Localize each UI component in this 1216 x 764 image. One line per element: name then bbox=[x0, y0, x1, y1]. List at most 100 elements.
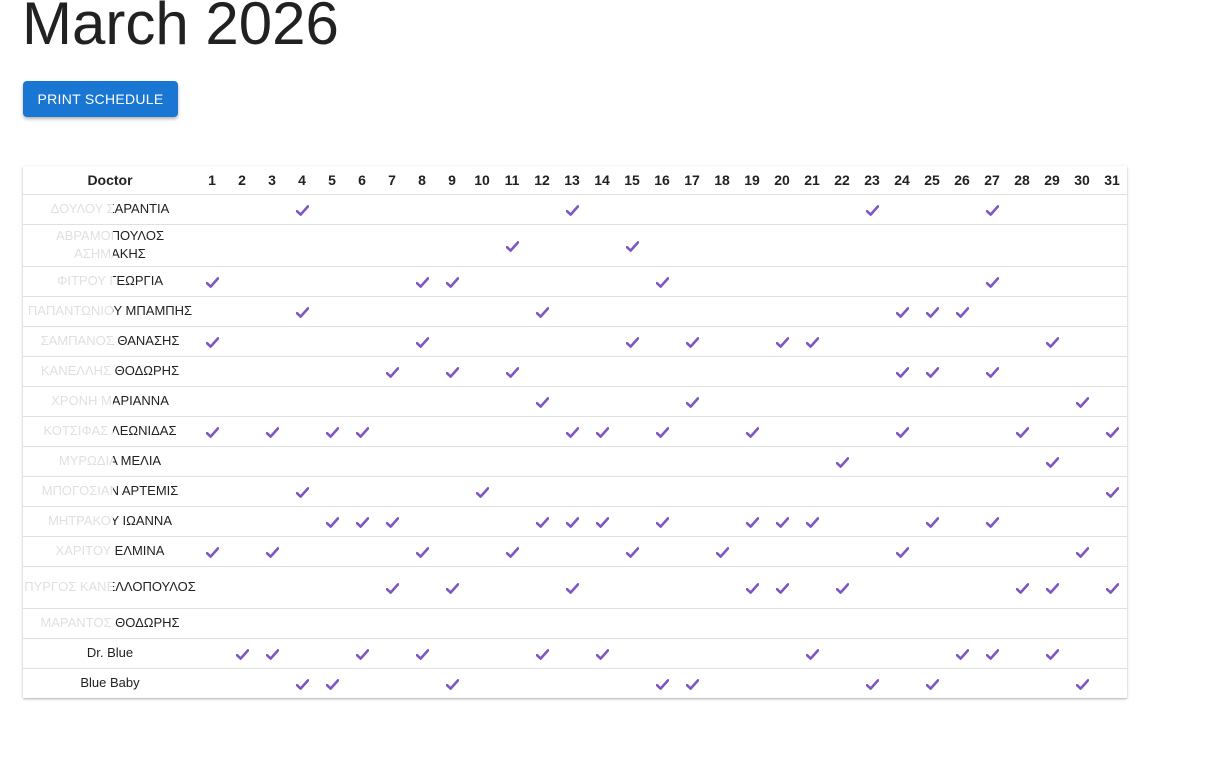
day-cell[interactable] bbox=[527, 416, 557, 446]
day-cell[interactable] bbox=[287, 566, 317, 608]
day-cell[interactable] bbox=[887, 506, 917, 536]
day-cell[interactable] bbox=[827, 446, 857, 476]
day-cell[interactable] bbox=[1067, 506, 1097, 536]
day-cell[interactable] bbox=[557, 608, 587, 638]
day-cell[interactable] bbox=[677, 356, 707, 386]
day-cell[interactable] bbox=[827, 386, 857, 416]
day-cell[interactable] bbox=[407, 416, 437, 446]
day-cell[interactable] bbox=[917, 266, 947, 296]
day-cell[interactable] bbox=[467, 296, 497, 326]
day-cell[interactable] bbox=[347, 224, 377, 266]
day-cell[interactable] bbox=[947, 386, 977, 416]
day-cell[interactable] bbox=[797, 668, 827, 698]
day-cell[interactable] bbox=[827, 356, 857, 386]
day-cell[interactable] bbox=[407, 224, 437, 266]
day-cell[interactable] bbox=[1097, 356, 1127, 386]
day-cell[interactable] bbox=[437, 356, 467, 386]
day-cell[interactable] bbox=[1067, 296, 1097, 326]
day-cell[interactable] bbox=[707, 536, 737, 566]
day-cell[interactable] bbox=[917, 668, 947, 698]
day-cell[interactable] bbox=[1007, 194, 1037, 224]
day-cell[interactable] bbox=[587, 536, 617, 566]
day-cell[interactable] bbox=[227, 536, 257, 566]
day-cell[interactable] bbox=[347, 416, 377, 446]
day-cell[interactable] bbox=[407, 638, 437, 668]
day-cell[interactable] bbox=[917, 566, 947, 608]
day-cell[interactable] bbox=[1097, 506, 1127, 536]
day-cell[interactable] bbox=[497, 536, 527, 566]
day-cell[interactable] bbox=[347, 668, 377, 698]
day-cell[interactable] bbox=[1037, 446, 1067, 476]
day-cell[interactable] bbox=[587, 476, 617, 506]
day-cell[interactable] bbox=[1037, 356, 1067, 386]
day-cell[interactable] bbox=[557, 476, 587, 506]
day-cell[interactable] bbox=[467, 506, 497, 536]
day-cell[interactable] bbox=[1097, 296, 1127, 326]
day-cell[interactable] bbox=[467, 386, 497, 416]
day-cell[interactable] bbox=[317, 668, 347, 698]
day-cell[interactable] bbox=[377, 446, 407, 476]
day-cell[interactable] bbox=[377, 296, 407, 326]
day-cell[interactable] bbox=[497, 668, 527, 698]
day-cell[interactable] bbox=[1037, 386, 1067, 416]
day-cell[interactable] bbox=[737, 608, 767, 638]
day-cell[interactable] bbox=[377, 356, 407, 386]
day-cell[interactable] bbox=[197, 506, 227, 536]
day-cell[interactable] bbox=[407, 608, 437, 638]
day-cell[interactable] bbox=[1037, 194, 1067, 224]
day-cell[interactable] bbox=[797, 638, 827, 668]
day-cell[interactable] bbox=[1067, 266, 1097, 296]
day-cell[interactable] bbox=[1037, 638, 1067, 668]
day-cell[interactable] bbox=[467, 638, 497, 668]
day-cell[interactable] bbox=[497, 296, 527, 326]
day-cell[interactable] bbox=[857, 224, 887, 266]
day-cell[interactable] bbox=[197, 476, 227, 506]
day-cell[interactable] bbox=[527, 296, 557, 326]
day-cell[interactable] bbox=[557, 326, 587, 356]
day-cell[interactable] bbox=[1007, 446, 1037, 476]
day-cell[interactable] bbox=[527, 194, 557, 224]
day-cell[interactable] bbox=[377, 566, 407, 608]
day-cell[interactable] bbox=[857, 608, 887, 638]
day-cell[interactable] bbox=[707, 326, 737, 356]
day-cell[interactable] bbox=[227, 668, 257, 698]
day-cell[interactable] bbox=[707, 266, 737, 296]
day-cell[interactable] bbox=[1067, 194, 1097, 224]
day-cell[interactable] bbox=[917, 224, 947, 266]
day-cell[interactable] bbox=[1097, 446, 1127, 476]
day-cell[interactable] bbox=[227, 266, 257, 296]
day-cell[interactable] bbox=[947, 356, 977, 386]
day-cell[interactable] bbox=[857, 266, 887, 296]
day-cell[interactable] bbox=[1007, 296, 1037, 326]
day-cell[interactable] bbox=[527, 608, 557, 638]
day-cell[interactable] bbox=[677, 506, 707, 536]
day-cell[interactable] bbox=[1037, 326, 1067, 356]
day-cell[interactable] bbox=[197, 266, 227, 296]
day-cell[interactable] bbox=[647, 446, 677, 476]
day-cell[interactable] bbox=[647, 386, 677, 416]
day-cell[interactable] bbox=[197, 296, 227, 326]
day-cell[interactable] bbox=[257, 536, 287, 566]
day-cell[interactable] bbox=[947, 476, 977, 506]
day-cell[interactable] bbox=[737, 356, 767, 386]
day-cell[interactable] bbox=[797, 536, 827, 566]
day-cell[interactable] bbox=[677, 194, 707, 224]
day-cell[interactable] bbox=[647, 266, 677, 296]
day-cell[interactable] bbox=[917, 638, 947, 668]
day-cell[interactable] bbox=[887, 536, 917, 566]
day-cell[interactable] bbox=[857, 356, 887, 386]
day-cell[interactable] bbox=[437, 506, 467, 536]
day-cell[interactable] bbox=[407, 266, 437, 296]
day-cell[interactable] bbox=[587, 356, 617, 386]
day-cell[interactable] bbox=[617, 446, 647, 476]
day-cell[interactable] bbox=[227, 326, 257, 356]
day-cell[interactable] bbox=[527, 446, 557, 476]
day-cell[interactable] bbox=[1097, 476, 1127, 506]
day-cell[interactable] bbox=[347, 536, 377, 566]
day-cell[interactable] bbox=[827, 566, 857, 608]
day-cell[interactable] bbox=[317, 224, 347, 266]
day-cell[interactable] bbox=[707, 356, 737, 386]
day-cell[interactable] bbox=[437, 326, 467, 356]
day-cell[interactable] bbox=[317, 506, 347, 536]
day-cell[interactable] bbox=[1097, 668, 1127, 698]
